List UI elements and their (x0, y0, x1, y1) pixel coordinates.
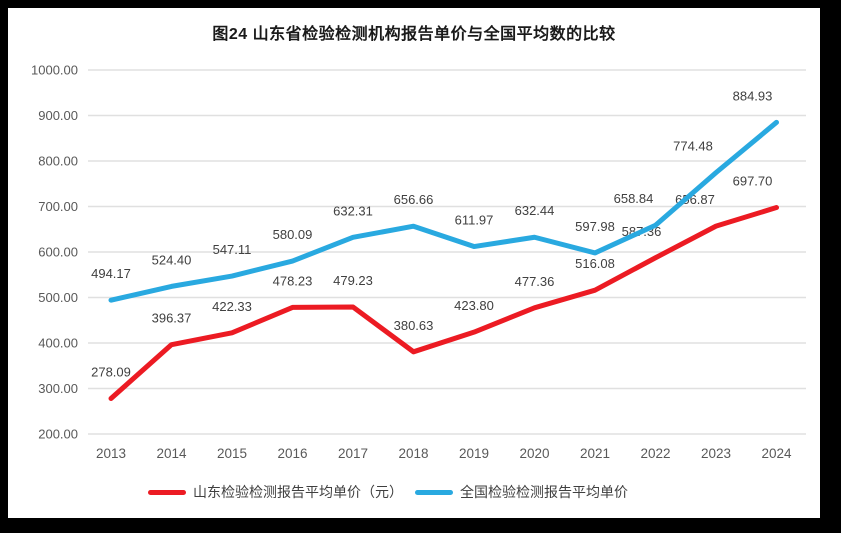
x-axis-tick-label: 2023 (701, 446, 731, 461)
x-axis-tick-label: 2022 (640, 446, 670, 461)
y-axis-tick-label: 200.00 (38, 427, 78, 442)
data-label-shandong: 380.63 (394, 318, 434, 333)
chart-legend: 山东检验检测报告平均单价（元） 全国检验检测报告平均单价 (148, 482, 640, 502)
legend-line-marker-shandong (148, 489, 186, 495)
y-axis-tick-label: 1000.00 (31, 63, 78, 78)
data-label-national: 632.31 (333, 203, 373, 218)
data-label-shandong: 477.36 (515, 274, 555, 289)
series-line-shandong (108, 205, 779, 401)
data-label-shandong: 697.70 (733, 174, 773, 189)
data-label-shandong: 423.80 (454, 298, 494, 313)
data-label-national: 774.48 (673, 139, 713, 154)
x-axis-tick-label: 2016 (277, 446, 307, 461)
legend-label-national: 全国检验检测报告平均单价 (460, 484, 628, 500)
data-label-national: 658.84 (614, 191, 654, 206)
data-label-shandong: 479.23 (333, 273, 373, 288)
data-label-national: 884.93 (733, 88, 773, 103)
x-axis-tick-label: 2014 (156, 446, 187, 461)
y-axis-tick-label: 400.00 (38, 336, 78, 351)
y-axis-tick-label: 300.00 (38, 381, 78, 396)
x-axis-tick-label: 2013 (96, 446, 126, 461)
x-axis-tick-label: 2017 (338, 446, 368, 461)
data-label-national: 611.97 (455, 213, 494, 228)
data-label-shandong: 396.37 (152, 311, 192, 326)
y-axis-tick-label: 600.00 (38, 245, 78, 260)
data-label-shandong: 278.09 (91, 364, 131, 379)
data-label-national: 524.40 (152, 252, 192, 267)
data-label-national: 656.66 (394, 192, 434, 207)
data-label-national: 547.11 (213, 242, 252, 257)
data-label-shandong: 422.33 (212, 299, 252, 314)
legend-label-shandong: 山东检验检测报告平均单价（元） (193, 484, 403, 500)
x-axis-tick-label: 2024 (761, 446, 792, 461)
x-axis-tick-label: 2018 (398, 446, 428, 461)
x-axis-tick-label: 2019 (459, 446, 489, 461)
data-label-shandong: 478.23 (273, 273, 313, 288)
x-axis-tick-label: 2021 (580, 446, 610, 461)
y-axis-tick-label: 500.00 (38, 290, 78, 305)
chart-canvas: 图24 山东省检验检测机构报告单价与全国平均数的比较 1000.00 900.00… (8, 8, 820, 518)
x-axis-tick-label: 2015 (217, 446, 247, 461)
chart-title: 图24 山东省检验检测机构报告单价与全国平均数的比较 (212, 26, 616, 43)
y-axis-tick-label: 700.00 (38, 199, 78, 214)
series-line-national (108, 119, 779, 303)
y-axis-tick-label: 800.00 (38, 154, 78, 169)
data-label-national: 494.17 (91, 266, 131, 281)
line-chart-plot: 1000.00 900.00 800.00 700.00 600.00 500.00 400… (31, 63, 806, 461)
legend-line-marker-national (415, 489, 453, 495)
data-label-shandong: 516.08 (575, 256, 615, 271)
data-label-national: 580.09 (273, 227, 313, 242)
x-axis-tick-label: 2020 (519, 446, 549, 461)
data-label-national: 632.44 (515, 203, 555, 218)
y-axis-tick-label: 900.00 (38, 108, 78, 123)
data-label-national: 597.98 (575, 219, 615, 234)
data-label-shandong: 656.87 (675, 192, 715, 207)
